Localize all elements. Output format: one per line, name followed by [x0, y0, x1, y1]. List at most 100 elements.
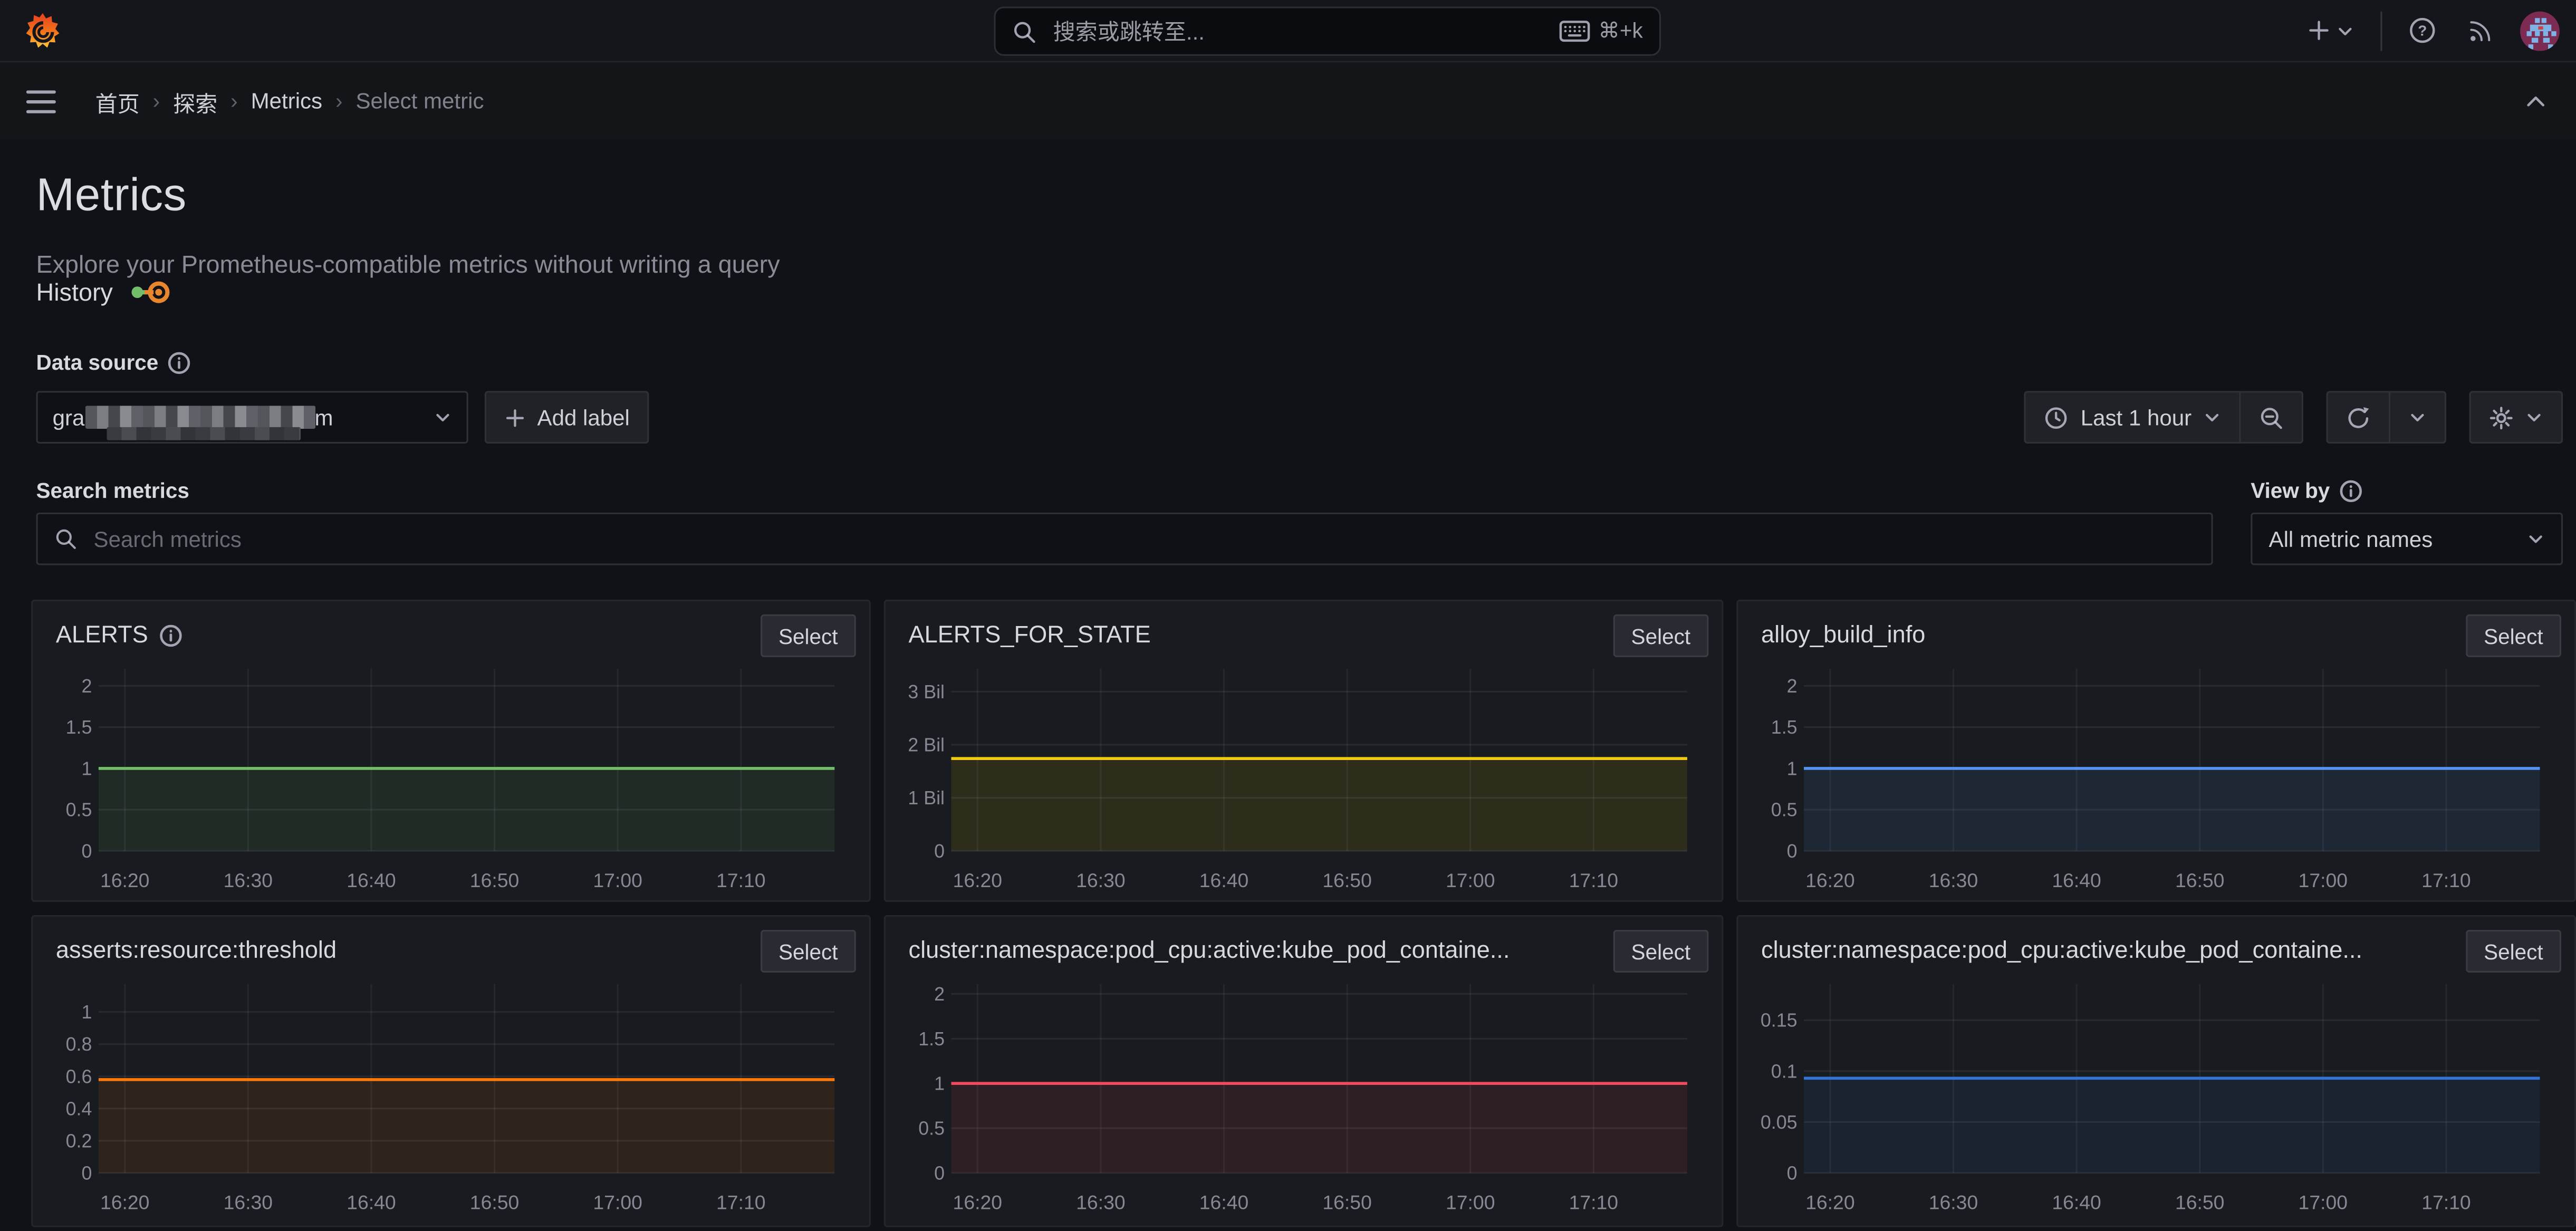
svg-text:0.15: 0.15 [1761, 1010, 1798, 1031]
history-label: History [36, 278, 113, 306]
breadcrumb-explore[interactable]: 探索 [173, 91, 218, 116]
view-by-select[interactable]: All metric names [2251, 512, 2563, 565]
metric-card-title: cluster:namespace:pod_cpu:active:kube_po… [1761, 938, 2363, 965]
chevron-down-icon [2529, 535, 2542, 543]
svg-text:1: 1 [1787, 758, 1798, 779]
metric-select-button[interactable]: Select [760, 614, 856, 657]
clock-icon [2046, 406, 2068, 428]
mega-menu-toggle[interactable] [23, 86, 60, 116]
svg-text:0.05: 0.05 [1761, 1112, 1798, 1133]
search-shortcut-hint: ⌘+k [1559, 18, 1643, 44]
breadcrumb-bar: 首页 › 探索 › Metrics › Select metric [0, 62, 2576, 140]
info-icon[interactable] [160, 624, 183, 648]
svg-text:16:40: 16:40 [1199, 869, 1249, 891]
metric-chart[interactable]: 16:20 16:30 16:40 16:50 17:00 17:10 0 0.5 1 1.5 2 [1761, 660, 2554, 902]
redacted-text-shadow [107, 427, 301, 440]
metric-search-input[interactable] [90, 525, 2195, 553]
help-button[interactable]: ? [2405, 13, 2439, 47]
refresh-button[interactable] [2326, 391, 2391, 444]
metric-select-button[interactable]: Select [2465, 614, 2561, 657]
svg-text:16:30: 16:30 [1929, 1191, 1978, 1213]
time-range-picker[interactable]: Last 1 hour [2024, 391, 2241, 444]
svg-text:16:50: 16:50 [470, 869, 519, 891]
datasource-value: gra m [52, 405, 333, 430]
svg-text:16:50: 16:50 [2175, 1191, 2225, 1213]
top-bar: ⌘+k ? [0, 0, 2576, 63]
metric-chart[interactable]: 16:20 16:30 16:40 16:50 17:00 17:10 0 0.5 1 1.5 2 [908, 976, 1702, 1222]
svg-text:17:00: 17:00 [2299, 869, 2348, 891]
svg-text:2: 2 [82, 676, 92, 697]
metric-card-header: asserts:resource:threshold Select [33, 917, 869, 973]
metric-card-header: cluster:namespace:pod_cpu:active:kube_po… [1738, 917, 2574, 973]
view-by-value: All metric names [2269, 526, 2433, 552]
search-metrics-label: Search metrics [36, 478, 189, 503]
metric-chart[interactable]: 16:20 16:30 16:40 16:50 17:00 17:10 0 0.2 0.4 0.6… [56, 976, 849, 1222]
breadcrumb-home[interactable]: 首页 [95, 91, 140, 116]
svg-text:16:20: 16:20 [100, 1191, 150, 1213]
info-icon[interactable] [2340, 479, 2363, 502]
svg-text:17:10: 17:10 [1569, 869, 1619, 891]
metric-card-header: ALERTS Select [33, 601, 869, 657]
metric-card-title: ALERTS [55, 622, 148, 649]
svg-text:17:00: 17:00 [593, 1191, 642, 1213]
metric-card-header: ALERTS_FOR_STATE Select [886, 601, 1722, 657]
view-by-label: View by [2251, 478, 2362, 503]
svg-text:0.6: 0.6 [66, 1066, 92, 1087]
chevron-down-icon [2527, 413, 2541, 422]
svg-text:2 Bil: 2 Bil [908, 735, 945, 756]
global-search[interactable]: ⌘+k [994, 6, 1661, 56]
grafana-logo-icon[interactable] [25, 12, 63, 51]
keyboard-icon [1559, 21, 1590, 42]
chevron-down-icon [2339, 27, 2352, 35]
metric-select-button[interactable]: Select [2465, 929, 2561, 973]
new-button[interactable] [2303, 15, 2358, 46]
svg-text:0: 0 [934, 1162, 945, 1184]
info-icon[interactable] [168, 351, 191, 374]
news-button[interactable] [2463, 13, 2497, 47]
settings-button[interactable] [2469, 391, 2563, 444]
refresh-interval-button[interactable] [2390, 391, 2446, 444]
metric-card: ALERTS Select 16:20 16:30 16:40 16:50 17:00 1… [31, 599, 871, 902]
search-icon [1014, 21, 1035, 42]
svg-text:0.5: 0.5 [918, 1118, 945, 1139]
zoom-out-button[interactable] [2241, 391, 2303, 444]
svg-text:16:20: 16:20 [100, 869, 150, 891]
metric-chart[interactable]: 16:20 16:30 16:40 16:50 17:00 17:10 0 0.5 1 1.5 2 [56, 660, 849, 902]
breadcrumb-metrics[interactable]: Metrics [251, 89, 323, 113]
top-actions: ? [2303, 0, 2560, 61]
history-toggle[interactable]: History [36, 277, 170, 307]
svg-text:2: 2 [1787, 676, 1798, 697]
svg-text:16:40: 16:40 [1199, 1191, 1249, 1213]
add-label-button[interactable]: Add label [484, 391, 650, 444]
metric-search-box[interactable] [36, 512, 2213, 565]
svg-text:0.5: 0.5 [1771, 800, 1798, 821]
metric-select-button[interactable]: Select [760, 929, 856, 973]
svg-text:16:50: 16:50 [2175, 869, 2225, 891]
svg-text:16:40: 16:40 [2052, 869, 2101, 891]
chevron-down-icon [2411, 413, 2424, 422]
datasource-picker[interactable]: gra m [36, 391, 468, 444]
collapse-pane-button[interactable] [2519, 87, 2553, 115]
metric-chart[interactable]: 16:20 16:30 16:40 16:50 17:00 17:10 0 0.05 0.1 0.… [1761, 976, 2554, 1222]
metric-select-button[interactable]: Select [1613, 929, 1709, 973]
user-avatar[interactable] [2520, 11, 2560, 51]
svg-text:16:40: 16:40 [347, 869, 396, 891]
svg-text:1.5: 1.5 [918, 1028, 945, 1050]
metric-chart[interactable]: 16:20 16:30 16:40 16:50 17:00 17:10 0 1 Bil 2 Bi… [908, 660, 1702, 902]
svg-text:1: 1 [82, 758, 92, 779]
svg-text:17:10: 17:10 [1569, 1191, 1619, 1213]
chevron-up-icon [2527, 96, 2545, 107]
svg-text:16:30: 16:30 [1076, 1191, 1126, 1213]
metric-card: alloy_build_info Select 16:20 16:30 16:40 1… [1736, 599, 2576, 902]
chevron-down-icon [436, 413, 449, 422]
svg-text:1: 1 [82, 1002, 92, 1023]
svg-text:17:10: 17:10 [716, 869, 766, 891]
svg-text:16:30: 16:30 [1076, 869, 1126, 891]
svg-text:16:50: 16:50 [470, 1191, 519, 1213]
metric-select-button[interactable]: Select [1613, 614, 1709, 657]
breadcrumb-current: Select metric [355, 89, 484, 113]
svg-text:0: 0 [934, 841, 945, 862]
global-search-input[interactable] [1050, 17, 1546, 45]
metrics-grid: ALERTS Select 16:20 16:30 16:40 16:50 17:00 1… [31, 599, 2576, 1227]
